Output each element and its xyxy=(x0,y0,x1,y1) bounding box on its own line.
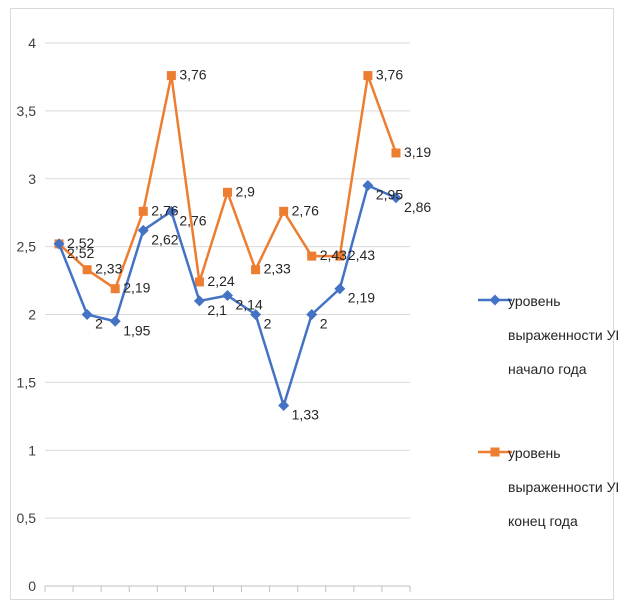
series-1-point xyxy=(306,309,318,320)
series-2-point xyxy=(391,148,401,158)
legend-marker-1 xyxy=(489,294,501,306)
series-1-point xyxy=(53,238,65,250)
series-1-point xyxy=(334,283,346,295)
y-tick-label: 1 xyxy=(28,442,36,458)
y-tick-label: 3,5 xyxy=(17,103,37,119)
data-label: 2,62 xyxy=(151,231,178,247)
series-2-point xyxy=(251,265,261,275)
series-2-point xyxy=(82,265,92,275)
data-label: 1,33 xyxy=(292,406,319,422)
data-label: 2,86 xyxy=(404,199,431,215)
data-labels: 2,522 1,952,622,762,1 2,1421,3322,192,952,… xyxy=(67,67,431,423)
plot-area xyxy=(53,71,402,411)
series-2-point xyxy=(279,206,289,216)
series-1-point xyxy=(109,315,121,327)
y-tick-label: 2,5 xyxy=(17,239,37,255)
series-1-point xyxy=(137,224,149,236)
series-1-point xyxy=(250,309,262,320)
data-label: 2,1 xyxy=(207,302,227,318)
data-label: 2,33 xyxy=(95,261,122,277)
legend-marker-2 xyxy=(490,447,500,457)
data-label: 2,43 xyxy=(320,247,347,263)
data-label: 2,76 xyxy=(179,212,206,228)
data-label: 2,76 xyxy=(292,202,319,218)
series-2-point xyxy=(363,71,373,81)
y-axis-labels: 0 0,5 1 1,5 2 2,5 3 3,5 4 xyxy=(17,35,37,594)
data-label: 2,33 xyxy=(264,261,291,277)
series-1-point xyxy=(193,295,205,307)
x-axis xyxy=(44,585,411,592)
data-label: 3,19 xyxy=(404,144,431,160)
series-2-point xyxy=(194,277,204,287)
legend-label-2: конец года xyxy=(508,513,578,529)
data-label: 2,19 xyxy=(123,280,150,296)
series-1-point xyxy=(362,180,374,192)
data-label: 2,52 xyxy=(67,235,94,251)
series-2-point xyxy=(138,206,148,216)
y-tick-label: 3 xyxy=(28,171,36,187)
series-1-point xyxy=(278,399,290,411)
data-label: 3,76 xyxy=(179,67,206,83)
y-tick-label: 1,5 xyxy=(17,374,37,390)
data-label: 2 xyxy=(95,316,103,332)
data-label: 2,19 xyxy=(348,290,375,306)
legend-label-1: выраженности УВК xyxy=(508,327,618,343)
series-1-point xyxy=(390,192,402,204)
data-label: 2 xyxy=(264,316,272,332)
y-tick-label: 0 xyxy=(28,578,36,594)
series-2-point xyxy=(335,251,345,261)
data-label: 2,14 xyxy=(236,296,263,312)
data-label: 2,24 xyxy=(207,273,234,289)
data-label: 2 xyxy=(320,316,328,332)
y-tick-label: 4 xyxy=(28,35,36,51)
chart-frame xyxy=(10,8,614,600)
data-label: 2,9 xyxy=(236,183,256,199)
series-1-point xyxy=(81,309,93,320)
series-2-point xyxy=(307,251,317,261)
legend-label-1: начало года xyxy=(508,361,587,377)
data-label: 1,95 xyxy=(123,322,150,338)
data-label: 3,76 xyxy=(376,67,403,83)
legend-label-1: уровень xyxy=(508,293,561,309)
series-2-point xyxy=(110,284,120,294)
y-tick-label: 0,5 xyxy=(17,510,37,526)
y-tick-label: 2 xyxy=(28,307,36,323)
data-label: 2,43 xyxy=(348,247,375,263)
series-1-point xyxy=(222,289,233,301)
series-2-point xyxy=(223,187,232,197)
data-label: 2,95 xyxy=(376,187,403,203)
series-1-point xyxy=(165,205,177,217)
legend-label-2: выраженности УВК xyxy=(508,479,618,495)
data-label: 2,52 xyxy=(67,245,94,261)
series-2-point xyxy=(166,71,176,81)
gridlines xyxy=(45,42,410,587)
legend-label-2: уровень xyxy=(508,445,561,461)
legend: уровень выраженности УВК начало года уровен… xyxy=(478,293,618,529)
data-label: 2,76 xyxy=(151,202,178,218)
